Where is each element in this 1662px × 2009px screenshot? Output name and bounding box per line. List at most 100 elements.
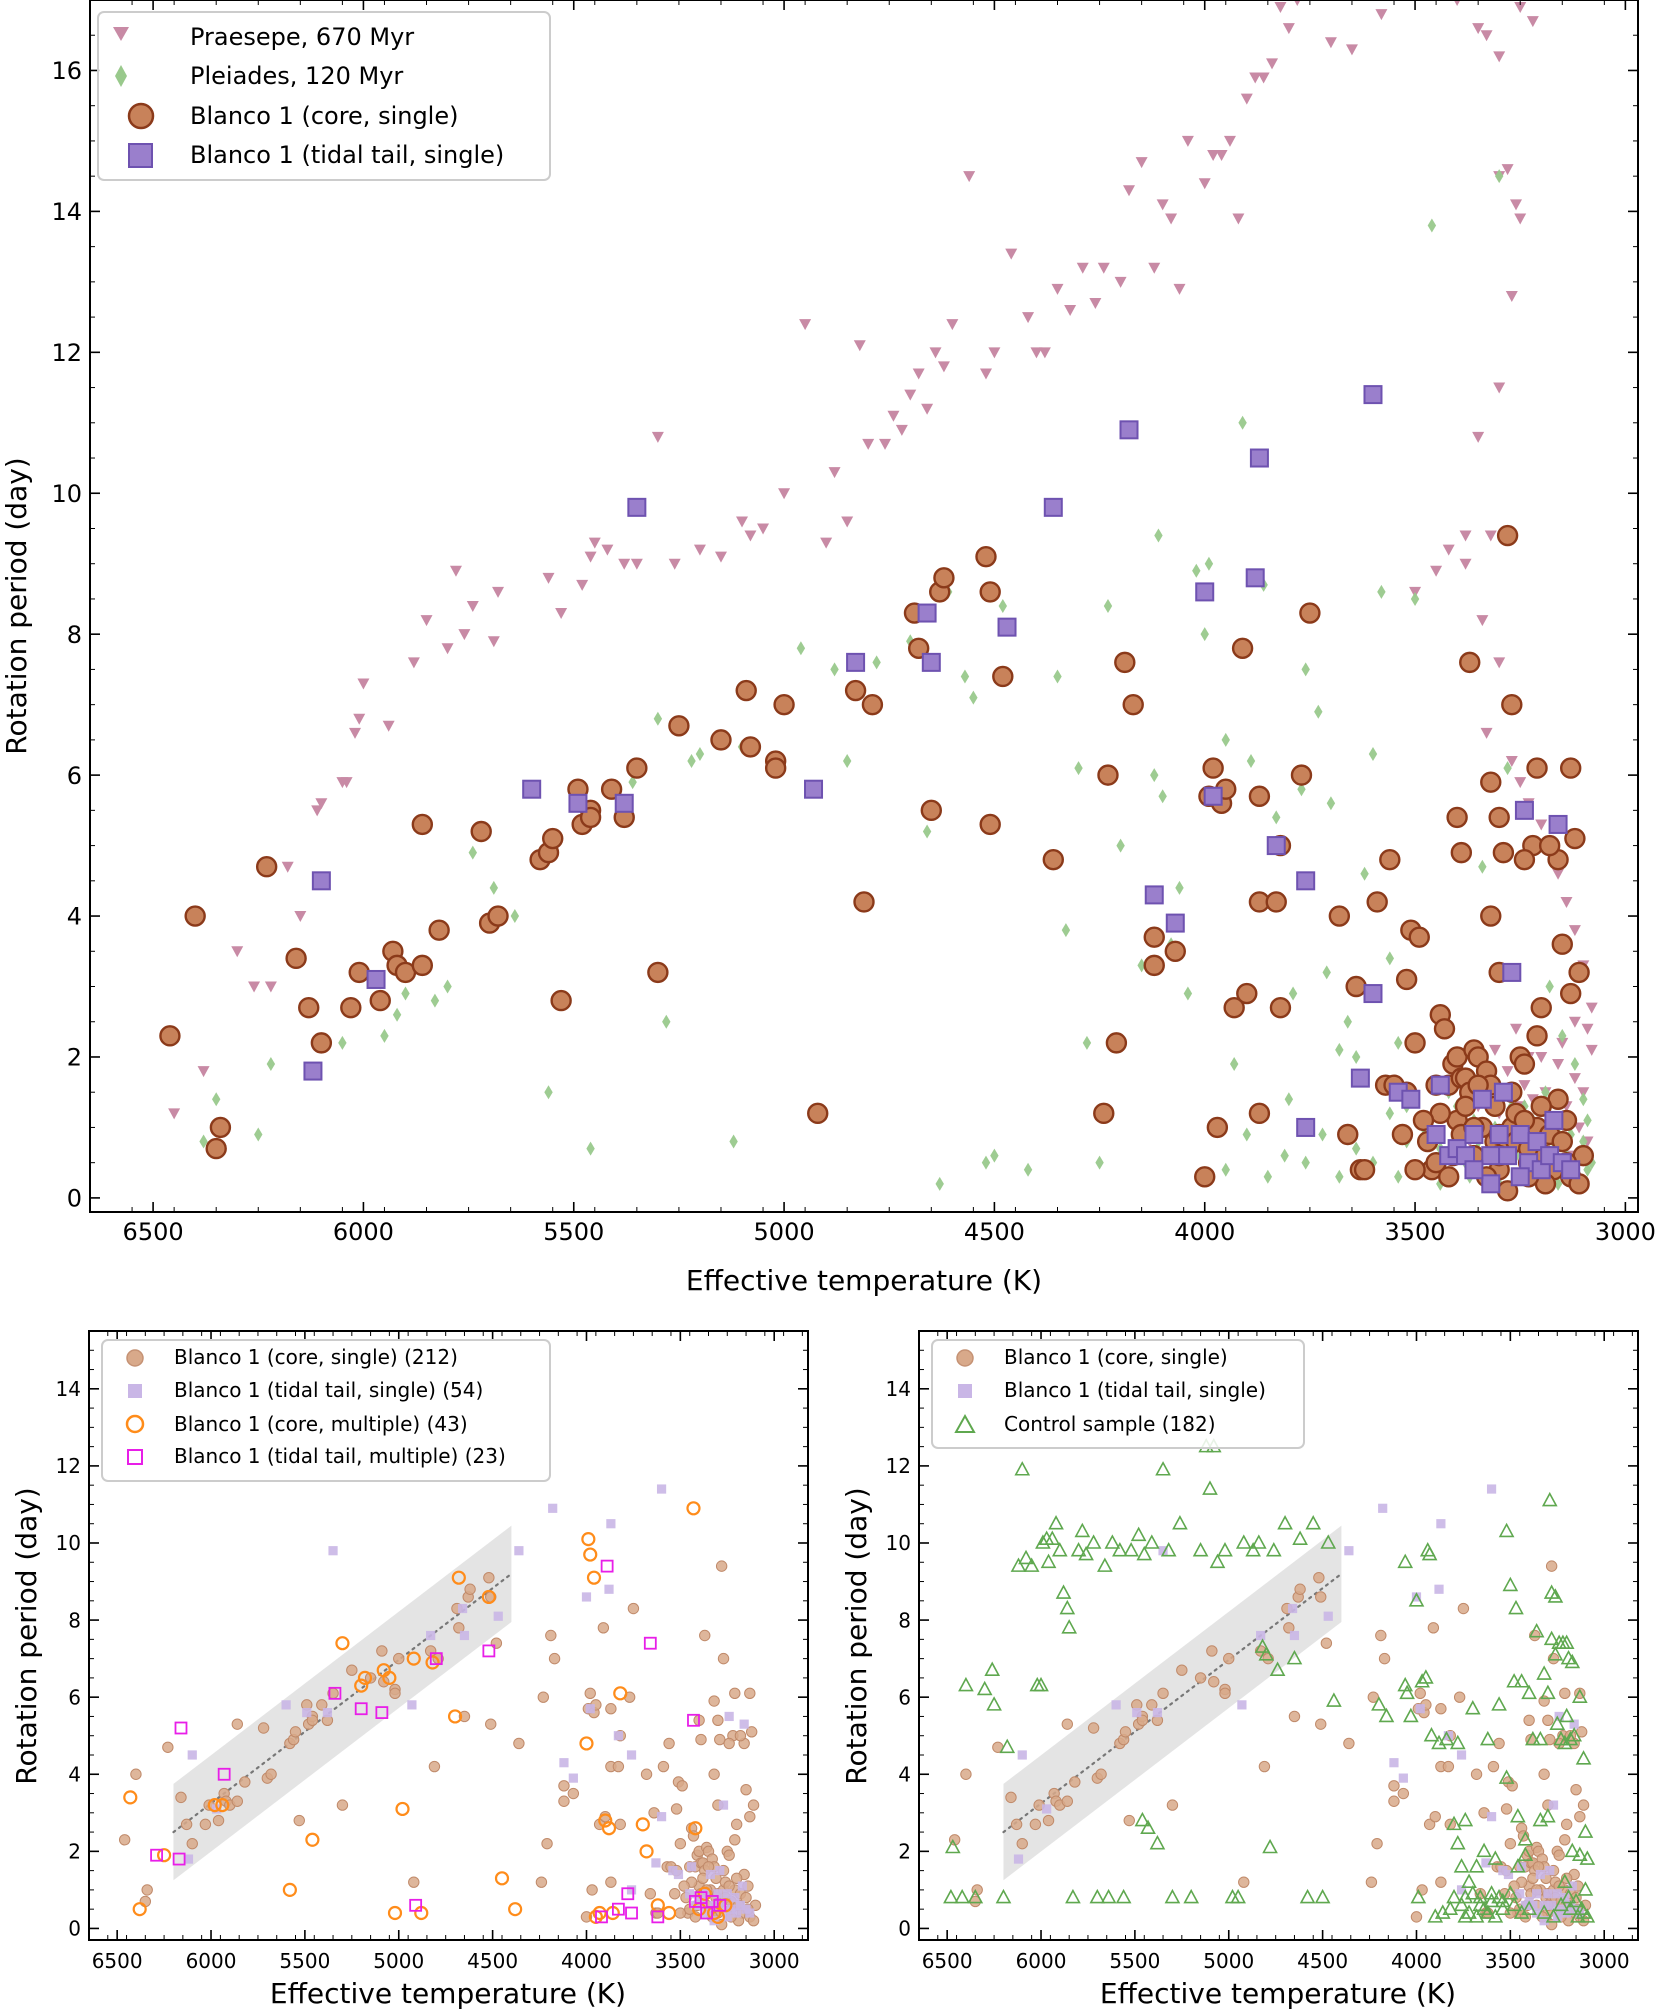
tidal-single-point (1398, 1773, 1408, 1783)
praesepe-point (1442, 544, 1455, 556)
core-single-point (285, 947, 307, 970)
pleiades-point (1314, 704, 1323, 719)
top-y-tick-label: 4 (67, 903, 82, 931)
praesepe-point (1552, 868, 1565, 880)
praesepe-point (744, 530, 757, 542)
pleiades-point (338, 1035, 347, 1050)
core-single-point (1526, 757, 1548, 779)
control-point (1517, 1831, 1534, 1846)
core-single-point (1005, 1791, 1017, 1804)
core-single-point (545, 1629, 557, 1642)
top-series-pleiades (199, 169, 1596, 1191)
tidal-multiple-point (713, 1898, 727, 1912)
tidal-single-point (1152, 1707, 1163, 1718)
control-point (1172, 1515, 1188, 1530)
bottom-left-x-axis-label: Effective temperature (K) (270, 1977, 626, 2009)
core-single-point (1143, 926, 1165, 948)
core-single-point (1202, 757, 1224, 779)
pleiades-point (1318, 1127, 1327, 1142)
praesepe-point (1514, 213, 1527, 225)
praesepe-point (601, 544, 614, 556)
core-multiple-point (601, 1821, 617, 1836)
br-legend-marker-core-single (956, 1349, 974, 1367)
tidal-single-point (1535, 1869, 1545, 1880)
top-y-tick-label: 10 (51, 480, 82, 508)
bottom-right-gyrochrone-line (1002, 1572, 1343, 1834)
control-point (1547, 1646, 1564, 1661)
praesepe-point (921, 403, 934, 415)
bottom-left-axes-frame (88, 1330, 809, 1941)
core-single-point (550, 989, 572, 1012)
top-y-tick-label: 14 (51, 198, 82, 226)
praesepe-point (458, 629, 471, 641)
core-single-point (1559, 982, 1582, 1005)
bottom-left-series-0 (118, 1560, 762, 1931)
control-point (1446, 1815, 1462, 1831)
core-single-point (239, 1776, 251, 1788)
praesepe-point (1345, 44, 1358, 56)
tidal-single-point (1296, 871, 1316, 891)
praesepe-point (1038, 347, 1051, 359)
bottom-left-gyrochrone-line (172, 1572, 513, 1834)
core-single-point (764, 757, 787, 779)
tidal-single-point (1350, 1068, 1370, 1088)
control-point (1434, 1904, 1451, 1919)
core-multiple-point (282, 1882, 297, 1897)
pleiades-point (1023, 1162, 1033, 1177)
control-point (1577, 1881, 1594, 1896)
pleiades-point (922, 824, 932, 839)
tidal-single-point (921, 652, 941, 672)
bottom-right-legend-box (931, 1339, 1305, 1449)
top-y-axis-label: Rotation period (day) (0, 457, 33, 754)
control-point (1431, 1734, 1447, 1750)
tidal-single-point (732, 1908, 742, 1918)
praesepe-point (487, 636, 500, 648)
core-single-point (212, 1814, 225, 1827)
praesepe-point (407, 657, 420, 669)
core-single-point (1223, 996, 1245, 1019)
pleiades-point (380, 1028, 389, 1043)
core-single-point (1248, 785, 1271, 807)
tidal-single-point (1527, 1132, 1547, 1152)
core-single-point (674, 1907, 687, 1919)
core-single-point (1570, 1783, 1582, 1796)
control-point (1472, 1896, 1489, 1912)
core-single-point (1114, 651, 1136, 674)
tidal-single-point (718, 1800, 729, 1810)
bottom-right-x-tick-label: 6000 (1016, 1949, 1067, 1973)
core-single-point (1559, 1834, 1571, 1846)
top-x-ticks: 6500 6000 5500 5000 4500 4000 3500 3000 (89, 0, 1656, 1246)
core-single-point (715, 1560, 728, 1572)
praesepe-point (1097, 262, 1110, 274)
core-single-point (640, 1768, 653, 1780)
control-point (1442, 1900, 1459, 1915)
control-point (1130, 1526, 1147, 1542)
legend-marker-core-single (127, 102, 155, 130)
pleiades-point (1335, 1042, 1344, 1057)
core-multiple-point (451, 1570, 466, 1585)
pleiades-point (1297, 782, 1306, 797)
tidal-single-point (1378, 1503, 1388, 1513)
tidal-single-point (846, 652, 866, 672)
core-multiple-point (494, 1871, 510, 1886)
core-single-point (1545, 1560, 1558, 1572)
praesepe-point (736, 516, 749, 528)
control-point (1540, 1684, 1556, 1700)
core-single-point (389, 1687, 401, 1700)
control-point (1494, 1900, 1511, 1915)
praesepe-point (1076, 262, 1089, 274)
control-point (1065, 1888, 1081, 1904)
control-point (1254, 1638, 1271, 1653)
control-point (1558, 1634, 1575, 1650)
core-single-point (558, 1795, 570, 1807)
bottom-right-y-tick-label: 14 (886, 1377, 911, 1401)
core-single-point (336, 1799, 349, 1811)
control-point (1508, 1599, 1524, 1615)
control-point (944, 1838, 961, 1854)
core-single-point (558, 1780, 570, 1792)
top-y-ticks: 0 2 4 6 8 10 12 14 16 (51, 0, 1638, 1213)
praesepe-point (1459, 530, 1472, 542)
core-single-point (1166, 1799, 1179, 1811)
tidal-single-point (1532, 1889, 1542, 1899)
